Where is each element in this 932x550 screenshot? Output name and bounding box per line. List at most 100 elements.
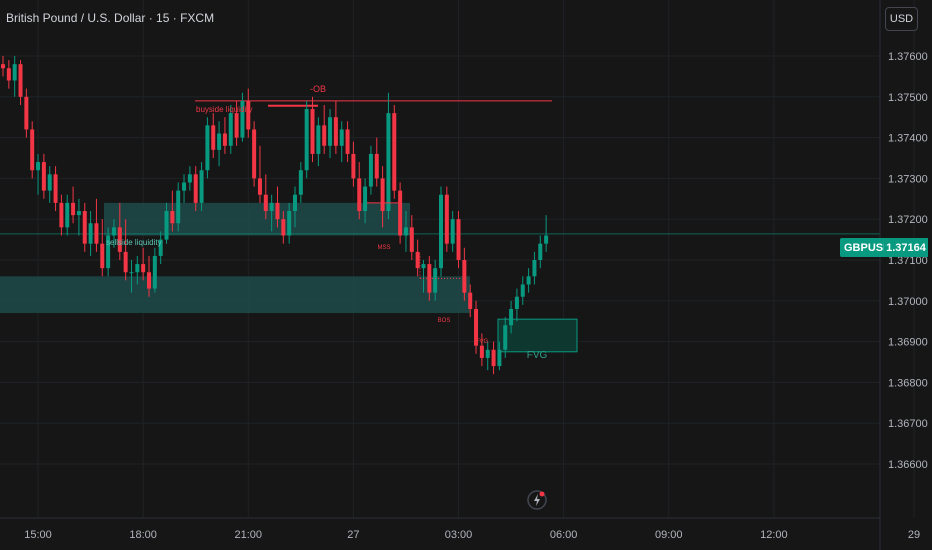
price-tick-label: 1.36600 bbox=[888, 459, 928, 471]
candle-body bbox=[328, 117, 333, 146]
time-tick-label: 03:00 bbox=[445, 529, 473, 541]
candle-body bbox=[199, 170, 204, 203]
candle-body bbox=[147, 272, 151, 289]
candle bbox=[398, 182, 403, 244]
candle bbox=[211, 113, 216, 158]
currency-button[interactable]: USD bbox=[885, 7, 918, 31]
candle-body bbox=[82, 211, 87, 244]
candle bbox=[152, 247, 157, 293]
price-tick-label: 1.36800 bbox=[888, 377, 928, 389]
candle bbox=[164, 202, 169, 244]
candle bbox=[538, 235, 543, 269]
candle-body bbox=[351, 153, 356, 179]
candle bbox=[298, 162, 303, 203]
candle bbox=[345, 121, 350, 163]
candle-body bbox=[444, 194, 449, 244]
time-tick-label: 21:00 bbox=[235, 529, 263, 541]
candle-body bbox=[462, 260, 467, 293]
candle bbox=[403, 211, 408, 252]
candle bbox=[187, 166, 192, 191]
candle-body bbox=[269, 202, 274, 212]
candle bbox=[240, 92, 245, 142]
price-axis[interactable]: 1.37600 1.37500 1.37400 1.37300 1.37200 1.371… bbox=[888, 51, 928, 471]
candle bbox=[263, 174, 268, 220]
candle bbox=[439, 186, 443, 277]
candle-body bbox=[100, 243, 105, 269]
current-price-tag: 1.37164 bbox=[884, 238, 928, 257]
candle bbox=[147, 255, 151, 297]
candle bbox=[357, 162, 362, 220]
candle bbox=[59, 194, 64, 236]
candle-body bbox=[76, 211, 81, 216]
bos-label: BOS bbox=[438, 318, 451, 324]
candle-body bbox=[339, 129, 344, 146]
time-axis[interactable]: 15:0018:0021:002703:0006:0009:0012:00292… bbox=[24, 529, 932, 541]
candle-body bbox=[217, 133, 222, 150]
candle bbox=[141, 247, 146, 281]
price-tick-label: 1.37300 bbox=[888, 173, 928, 185]
candle bbox=[199, 162, 204, 212]
candle-body bbox=[415, 251, 420, 269]
candle bbox=[217, 121, 222, 167]
candle-body bbox=[135, 264, 140, 273]
candle bbox=[158, 231, 163, 265]
candle-body bbox=[281, 219, 286, 236]
candle-body bbox=[111, 227, 116, 236]
candle-body bbox=[222, 133, 227, 146]
candle bbox=[18, 60, 23, 105]
candle-body bbox=[164, 211, 169, 240]
candle-body bbox=[176, 190, 181, 224]
candle-body bbox=[491, 349, 496, 367]
candle bbox=[322, 104, 327, 154]
candle bbox=[257, 145, 262, 203]
candle-body bbox=[65, 202, 70, 228]
candle-body bbox=[392, 113, 397, 191]
candle bbox=[71, 186, 76, 224]
candle bbox=[386, 92, 391, 220]
candle bbox=[1, 56, 5, 77]
candle-body bbox=[193, 174, 198, 203]
candle-body bbox=[310, 109, 315, 154]
candle bbox=[106, 227, 111, 277]
candle-body bbox=[538, 243, 543, 260]
candles bbox=[1, 56, 549, 375]
candle-body bbox=[152, 255, 157, 289]
candle bbox=[88, 211, 93, 256]
candle bbox=[328, 109, 333, 158]
candle bbox=[421, 260, 426, 293]
ssl-label: sellside liquidity bbox=[106, 238, 162, 247]
price-tick-label: 1.37600 bbox=[888, 51, 928, 63]
chart-grid bbox=[0, 0, 915, 518]
candle bbox=[374, 137, 379, 187]
candle-body bbox=[526, 276, 531, 285]
candle bbox=[293, 186, 297, 228]
price-tick-label: 1.37000 bbox=[888, 296, 928, 308]
candle bbox=[392, 104, 397, 199]
chart-annotations: -OB buyside liquidity sellside liquidity MS… bbox=[106, 84, 547, 361]
candle bbox=[468, 284, 473, 318]
candle bbox=[123, 219, 128, 281]
fvg-label: FVG bbox=[527, 350, 548, 361]
lightning-icon[interactable] bbox=[527, 490, 547, 510]
candle bbox=[65, 194, 70, 236]
candle bbox=[281, 211, 286, 244]
candle-body bbox=[304, 109, 309, 171]
candle bbox=[176, 182, 181, 232]
time-tick-label: 12:00 bbox=[760, 529, 788, 541]
candle bbox=[444, 186, 449, 252]
candle bbox=[380, 166, 385, 228]
candle-body bbox=[386, 113, 391, 212]
candle-body bbox=[71, 202, 76, 216]
candle-body bbox=[316, 125, 321, 154]
time-tick-label: 15:00 bbox=[24, 529, 52, 541]
candle bbox=[310, 96, 315, 163]
candle bbox=[47, 166, 52, 203]
candle-body bbox=[12, 64, 17, 81]
candle bbox=[503, 317, 508, 358]
candle-body bbox=[544, 235, 549, 244]
lower-zone bbox=[0, 276, 470, 314]
candle-body bbox=[357, 178, 362, 212]
candle-body bbox=[509, 308, 514, 326]
price-tick-label: 1.37100 bbox=[888, 255, 928, 267]
